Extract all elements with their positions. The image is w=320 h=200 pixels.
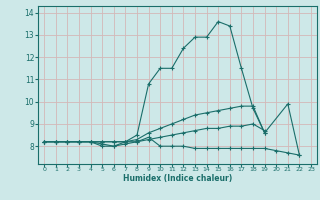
X-axis label: Humidex (Indice chaleur): Humidex (Indice chaleur) — [123, 174, 232, 183]
